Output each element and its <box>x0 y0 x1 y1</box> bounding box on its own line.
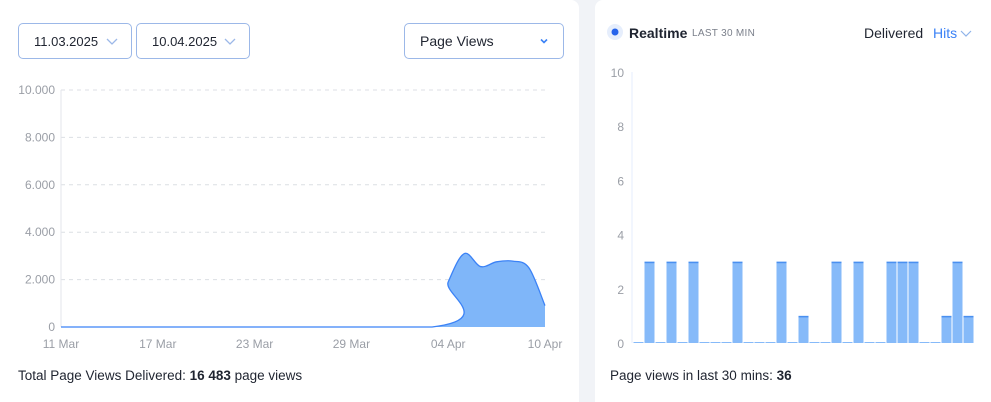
realtime-subtitle: LAST 30 MIN <box>692 28 756 39</box>
bar <box>765 342 776 343</box>
x-tick-label: 04 Apr <box>431 337 466 351</box>
bar <box>897 261 908 343</box>
bar <box>699 342 710 343</box>
bar <box>776 261 787 343</box>
bar <box>919 342 930 343</box>
bar-cap <box>963 315 974 318</box>
y-tick-label: 0 <box>617 337 624 351</box>
chevron-down-icon <box>540 38 548 44</box>
bar <box>655 342 666 343</box>
chevron-down-icon <box>106 38 118 45</box>
bar <box>853 261 864 343</box>
y-tick-label: 4.000 <box>25 225 55 239</box>
start-date-value: 11.03.2025 <box>34 33 99 49</box>
y-tick-label: 10 <box>611 66 625 80</box>
bar-cap <box>798 315 809 318</box>
bar-cap <box>776 261 787 264</box>
bar <box>732 261 743 343</box>
y-tick-label: 10.000 <box>18 83 55 97</box>
y-tick-label: 8.000 <box>25 130 55 144</box>
page-views-chart: 0 2.000 4.000 6.000 8.000 10.000 11 Mar 17 Mar 2… <box>18 83 563 351</box>
bar <box>721 342 732 343</box>
realtime-title: Realtime <box>629 25 688 41</box>
y-tick-label: 8 <box>617 120 624 134</box>
chevron-down-icon <box>224 38 236 45</box>
bar <box>688 261 699 343</box>
realtime-total-value: 36 <box>776 368 792 383</box>
x-tick-label: 11 Mar <box>43 337 79 351</box>
total-value: 16 483 <box>189 368 231 383</box>
bar-cap <box>644 261 655 264</box>
end-date-picker[interactable]: 10.04.2025 <box>136 23 250 59</box>
bar <box>754 342 765 343</box>
hits-value: Hits <box>933 25 958 41</box>
bar <box>941 315 952 343</box>
y-tick-label: 2.000 <box>25 273 55 287</box>
y-tick-label: 6.000 <box>25 178 55 192</box>
bar <box>963 315 974 343</box>
area-fill <box>61 253 545 327</box>
bar-cap <box>688 261 699 264</box>
mode-label: Delivered <box>864 25 924 41</box>
bar <box>798 315 809 343</box>
realtime-chart: 0 2 4 6 8 10 <box>611 66 974 351</box>
y-tick-label: 2 <box>617 283 624 297</box>
y-tick-label: 4 <box>617 229 624 243</box>
bar <box>743 342 754 343</box>
bar-cap <box>897 261 908 264</box>
hits-dropdown[interactable]: Hits <box>933 25 973 41</box>
bar <box>842 342 853 343</box>
bar-cap <box>853 261 864 264</box>
y-tick-label: 0 <box>48 320 55 334</box>
bar-cap <box>952 261 963 264</box>
total-unit: page views <box>230 368 303 383</box>
bar <box>666 261 677 343</box>
end-date-value: 10.04.2025 <box>152 33 218 49</box>
chevron-down-icon <box>960 30 972 37</box>
bar <box>644 261 655 343</box>
bar <box>820 342 831 343</box>
x-tick-label: 23 Mar <box>236 337 273 351</box>
bar-cap <box>831 261 842 264</box>
total-label: Total Page Views Delivered: <box>18 368 190 383</box>
bar-cap <box>886 261 897 264</box>
bar-cap <box>941 315 952 318</box>
realtime-total: Page views in last 30 mins: 36 <box>610 368 792 383</box>
area-line <box>61 252 546 328</box>
bar <box>908 261 919 343</box>
bar <box>930 342 941 343</box>
bar <box>864 342 875 343</box>
x-tick-label: 10 Apr <box>528 337 563 351</box>
realtime-total-label: Page views in last 30 mins: <box>610 368 777 383</box>
bar <box>875 342 886 343</box>
start-date-picker[interactable]: 11.03.2025 <box>18 23 132 59</box>
bar <box>809 342 820 343</box>
bar <box>952 261 963 343</box>
bar-cap <box>666 261 677 264</box>
x-tick-label: 29 Mar <box>333 337 370 351</box>
x-tick-label: 17 Mar <box>139 337 176 351</box>
total-page-views: Total Page Views Delivered: 16 483 page … <box>18 368 302 383</box>
bar <box>886 261 897 343</box>
metric-select[interactable]: Page Views <box>404 23 564 59</box>
bar <box>831 261 842 343</box>
bar <box>677 342 688 343</box>
bar-cap <box>732 261 743 264</box>
bar <box>633 342 644 343</box>
bar <box>787 342 798 343</box>
live-dot-icon <box>607 24 623 40</box>
bar-cap <box>908 261 919 264</box>
page-views-card: 11.03.2025 10.04.2025 Page Views 0 2.000 4… <box>0 0 579 402</box>
bar <box>710 342 721 343</box>
metric-value: Page Views <box>420 33 494 49</box>
realtime-card: Realtime LAST 30 MIN Delivered Hits 0 2 4 6… <box>595 0 991 402</box>
y-tick-label: 6 <box>617 174 624 188</box>
